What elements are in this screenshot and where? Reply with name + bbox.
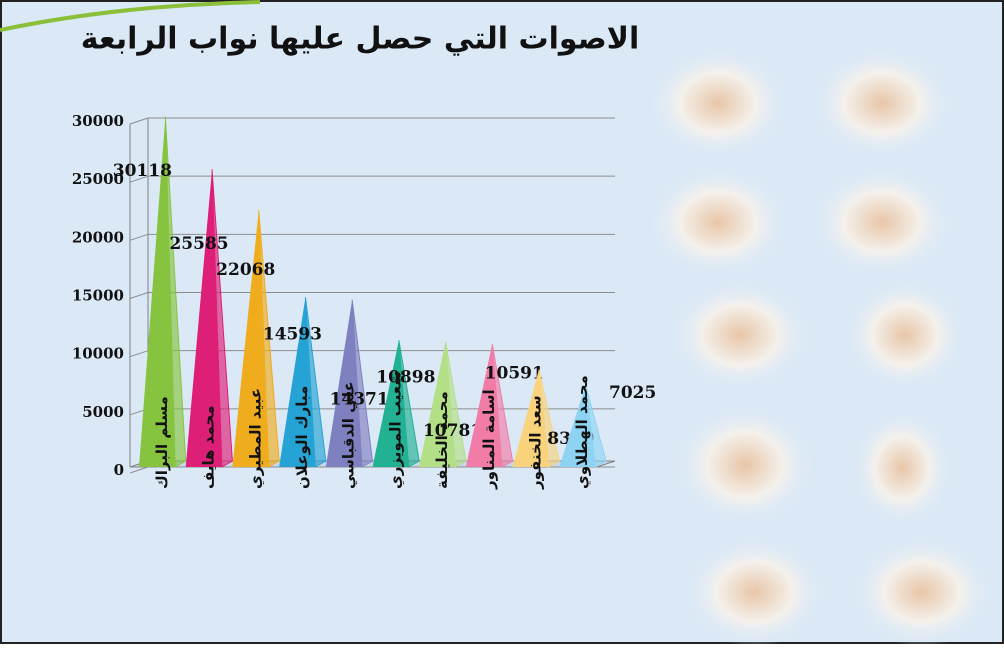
pyramid-side	[351, 299, 374, 468]
value-label: 22068	[216, 260, 275, 280]
pyramid	[325, 299, 374, 468]
value-label: 14371	[330, 389, 389, 409]
value-label: 14593	[263, 325, 322, 345]
photo	[648, 167, 788, 277]
pyramid-front	[139, 116, 176, 468]
pyramid-front	[372, 340, 409, 467]
x-tick-label: شعيب المويزري	[386, 371, 405, 489]
grid-depth	[129, 117, 149, 125]
pyramid-side	[304, 297, 327, 468]
chart-title: الاصوات التي حصل عليها نواب الرابعة	[81, 22, 640, 57]
pyramid	[139, 116, 187, 468]
x-tick-label: مبارك الوعلان	[293, 386, 311, 489]
y-tick-label: 25000	[72, 170, 124, 188]
pyramid-front	[232, 210, 269, 467]
x-tick-label: علي الدقباسي	[340, 381, 358, 489]
pyramid-side	[585, 385, 607, 468]
pyramid-side	[445, 341, 467, 468]
value-label: 10781	[423, 421, 482, 441]
y-tick-label: 10000	[72, 345, 124, 363]
grid-depth	[129, 466, 149, 474]
pyramid-front	[325, 299, 362, 467]
y-tick-label: 30000	[72, 112, 124, 130]
grid-depth	[129, 233, 149, 241]
x-tick-label: مسلم البراك	[153, 396, 171, 489]
pyramid	[559, 385, 607, 468]
x-tick-label: محمد هايف	[200, 405, 218, 489]
pyramid-side	[164, 116, 187, 468]
x-tick-label: عبيد المطيري	[246, 388, 265, 489]
pyramid-side	[491, 343, 514, 468]
pyramid-side	[538, 369, 560, 468]
pyramid	[185, 169, 233, 468]
pyramid-side	[211, 169, 233, 468]
grid-depth	[129, 175, 149, 183]
pyramid-front	[512, 369, 549, 467]
photo	[852, 410, 952, 526]
pyramid	[232, 210, 280, 468]
photo	[852, 537, 992, 647]
photo	[648, 48, 788, 158]
value-label: 10591	[485, 363, 544, 383]
photo	[670, 280, 810, 390]
y-tick-label: 0	[114, 461, 124, 479]
x-tick-label: سعد الخنفور	[526, 395, 544, 490]
photo	[685, 537, 825, 647]
grid-depth	[129, 292, 149, 299]
photo	[812, 48, 952, 158]
value-label: 10898	[376, 368, 435, 388]
y-tick-label: 5000	[82, 403, 124, 421]
pyramid	[465, 343, 514, 468]
x-tick-label: اسامة المناور	[480, 389, 498, 490]
photo	[845, 280, 965, 390]
value-label: 30118	[113, 161, 172, 181]
x-tick-label: محمد الخليفة	[433, 391, 451, 489]
value-label: 25585	[169, 234, 228, 254]
value-label: 7025	[609, 383, 656, 403]
pyramid-side	[258, 210, 280, 468]
pyramid-front	[185, 169, 222, 468]
pyramid-front	[279, 297, 316, 467]
photo	[675, 405, 815, 525]
pyramid	[512, 369, 560, 468]
x-tick-label: محمد الهطلاوي	[573, 375, 592, 489]
pyramid-front	[465, 343, 503, 467]
pyramid	[419, 341, 467, 468]
pyramid-side	[398, 340, 420, 468]
pyramid	[372, 340, 420, 468]
y-tick-label: 20000	[72, 228, 124, 246]
photo	[812, 167, 952, 277]
pyramid-front	[559, 385, 596, 467]
decor-swoosh	[0, 0, 261, 32]
pyramid-front	[419, 341, 456, 467]
photos	[648, 48, 992, 647]
pyramid	[279, 297, 327, 468]
grid-depth	[129, 350, 149, 358]
y-tick-label: 15000	[72, 287, 124, 305]
